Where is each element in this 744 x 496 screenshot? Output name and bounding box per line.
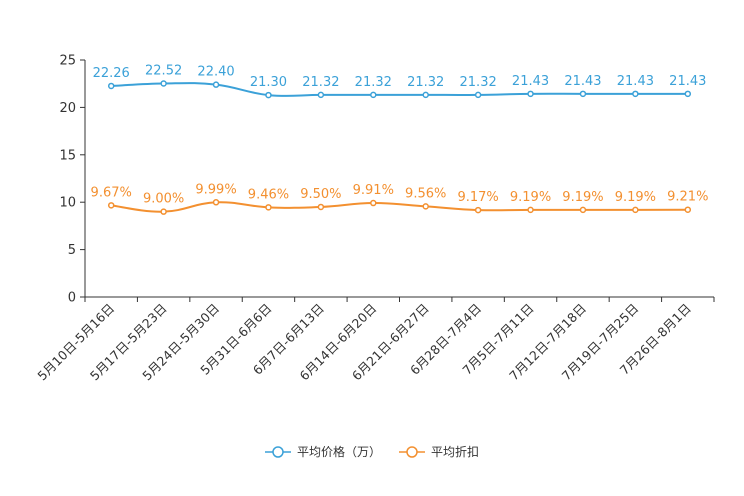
price-data-label: 22.52 xyxy=(145,64,182,79)
price-data-label: 21.30 xyxy=(250,75,287,90)
legend: 平均价格（万） 平均折扣 xyxy=(0,443,744,460)
price-data-point[interactable] xyxy=(370,91,377,99)
y-tick-label: 20 xyxy=(59,101,76,116)
legend-discount-label: 平均折扣 xyxy=(431,445,480,459)
discount-data-label: 9.00% xyxy=(143,192,184,207)
price-data-label: 21.43 xyxy=(564,74,601,89)
discount-data-label: 9.50% xyxy=(300,187,341,202)
legend-price-label: 平均价格（万） xyxy=(296,445,381,459)
axes: 05101520255月10日-5月16日5月17日-5月23日5月24日-5月… xyxy=(34,54,715,383)
price-data-label: 21.32 xyxy=(407,75,444,90)
discount-data-point[interactable] xyxy=(579,206,587,214)
price-data-point[interactable] xyxy=(474,91,482,99)
price-data-label: 22.26 xyxy=(93,66,130,81)
series-points xyxy=(107,80,692,215)
discount-series-line xyxy=(111,201,688,213)
price-data-label: 21.43 xyxy=(669,74,706,89)
legend-price-swatch-icon xyxy=(264,445,291,458)
discount-data-point[interactable] xyxy=(684,206,692,213)
price-series-line xyxy=(111,82,688,97)
discount-data-label: 9.19% xyxy=(562,190,603,205)
price-data-label: 21.43 xyxy=(512,74,549,89)
data-labels: 22.26 22.52 22.40 21.30 21.32 21.32 21.32 21.32… xyxy=(91,64,709,207)
discount-data-point[interactable] xyxy=(370,199,377,207)
discount-data-point[interactable] xyxy=(107,202,115,209)
discount-data-point[interactable] xyxy=(527,206,534,214)
y-tick-label: 15 xyxy=(59,148,76,163)
price-data-point[interactable] xyxy=(684,90,692,98)
price-data-point[interactable] xyxy=(107,82,115,90)
discount-data-label: 9.56% xyxy=(405,186,446,201)
discount-data-label: 9.17% xyxy=(457,190,498,205)
legend-discount-swatch-icon xyxy=(399,445,425,458)
price-data-label: 21.32 xyxy=(302,75,339,90)
price-data-point[interactable] xyxy=(422,91,429,99)
y-tick-label: 0 xyxy=(68,291,76,306)
discount-data-label: 9.91% xyxy=(353,183,394,198)
discount-data-point[interactable] xyxy=(265,204,272,211)
price-data-label: 21.32 xyxy=(355,75,392,90)
discount-data-label: 9.19% xyxy=(615,190,656,205)
y-tick-label: 25 xyxy=(59,54,76,69)
discount-data-point[interactable] xyxy=(317,203,325,211)
price-data-point[interactable] xyxy=(632,90,639,98)
legend-item-discount[interactable]: 平均折扣 xyxy=(399,443,479,460)
price-data-point[interactable] xyxy=(579,90,587,98)
discount-data-label: 9.99% xyxy=(195,182,236,197)
y-tick-label: 10 xyxy=(59,196,76,211)
discount-data-point[interactable] xyxy=(160,208,167,215)
discount-data-point[interactable] xyxy=(212,199,220,206)
series-lines xyxy=(111,82,688,213)
price-data-label: 21.43 xyxy=(617,74,654,89)
price-data-label: 21.32 xyxy=(460,75,497,90)
legend-item-price[interactable]: 平均价格（万） xyxy=(264,443,381,460)
discount-data-label: 9.67% xyxy=(91,185,132,200)
price-data-point[interactable] xyxy=(527,90,534,98)
price-data-point[interactable] xyxy=(265,91,272,99)
discount-data-label: 9.46% xyxy=(248,187,289,202)
price-data-point[interactable] xyxy=(317,91,325,99)
discount-data-point[interactable] xyxy=(474,206,482,214)
discount-data-label: 9.19% xyxy=(510,190,551,205)
price-data-point[interactable] xyxy=(212,81,220,88)
price-data-point[interactable] xyxy=(160,80,167,87)
y-tick-label: 5 xyxy=(68,243,76,258)
discount-data-label: 9.21% xyxy=(667,190,708,205)
discount-data-point[interactable] xyxy=(422,203,429,210)
price-data-label: 22.40 xyxy=(197,65,234,80)
discount-data-point[interactable] xyxy=(632,206,639,214)
